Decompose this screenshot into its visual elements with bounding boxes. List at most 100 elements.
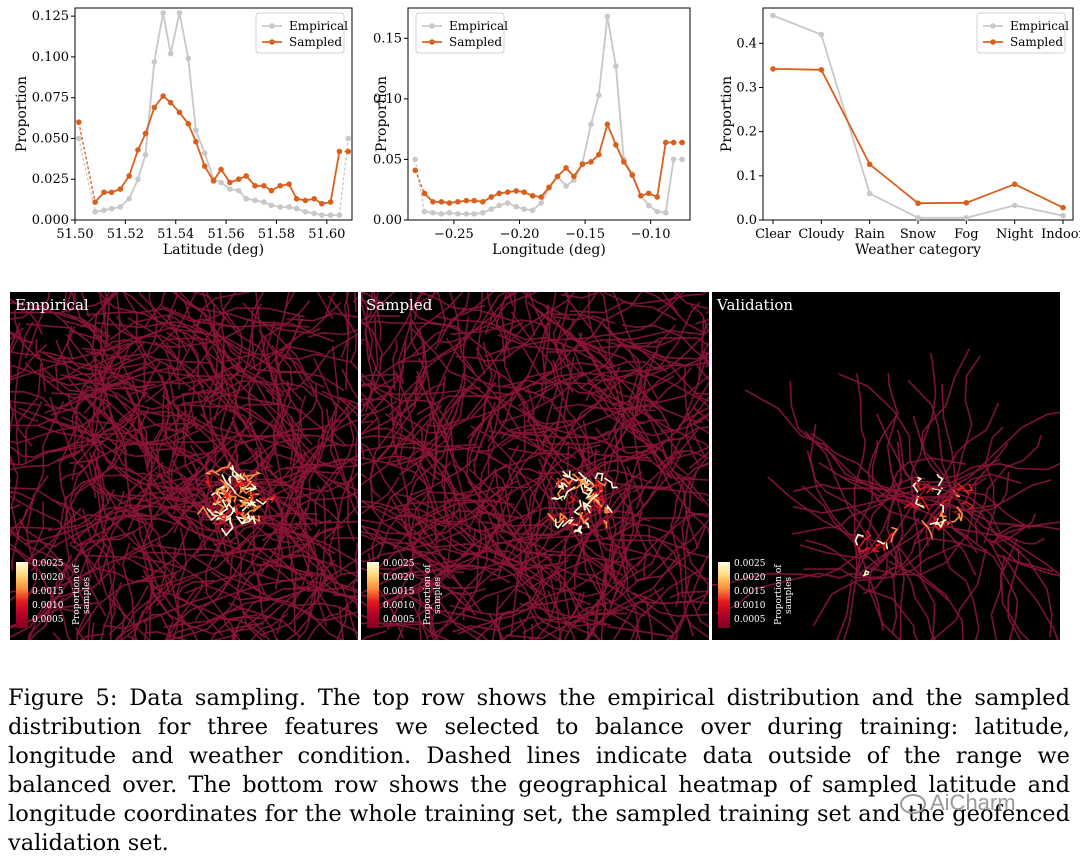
data-point bbox=[430, 210, 436, 216]
data-point bbox=[177, 10, 183, 16]
colorbar-tick: 0.0005 bbox=[32, 616, 64, 625]
data-point bbox=[646, 203, 652, 209]
data-point bbox=[1012, 181, 1018, 187]
data-point bbox=[328, 212, 334, 218]
data-point bbox=[530, 193, 536, 199]
colorbar-tick: 0.0005 bbox=[383, 616, 415, 625]
heatmap-title: Empirical bbox=[15, 296, 89, 314]
y-tick-label: 0.0 bbox=[736, 213, 757, 228]
data-point bbox=[530, 208, 536, 214]
data-point bbox=[488, 194, 494, 200]
road-trace bbox=[342, 369, 358, 426]
colorbar-gradient bbox=[718, 562, 730, 628]
x-tick-label: −0.25 bbox=[434, 227, 474, 242]
data-point bbox=[243, 173, 249, 179]
data-point bbox=[135, 147, 141, 153]
colorbar-gradient bbox=[367, 562, 379, 628]
data-point bbox=[964, 200, 970, 206]
x-axis-label: Longitude (deg) bbox=[492, 242, 606, 258]
data-point bbox=[286, 204, 292, 210]
data-point bbox=[422, 209, 428, 215]
data-point bbox=[464, 198, 470, 204]
data-point bbox=[505, 189, 511, 195]
x-tick-label: Fog bbox=[954, 227, 978, 242]
x-tick-label: Indoor bbox=[1041, 227, 1080, 242]
data-point bbox=[646, 191, 652, 197]
colorbar-tick: 0.0025 bbox=[383, 560, 415, 569]
x-axis-label: Latitude (deg) bbox=[163, 242, 264, 258]
x-tick-label: 51.60 bbox=[308, 227, 345, 242]
data-point bbox=[679, 140, 685, 146]
data-point bbox=[160, 10, 166, 16]
legend-marker bbox=[269, 39, 275, 45]
data-point bbox=[563, 183, 569, 189]
data-point bbox=[505, 200, 511, 206]
data-point bbox=[439, 211, 445, 217]
road-trace bbox=[928, 548, 987, 640]
road-trace bbox=[361, 458, 367, 479]
data-point bbox=[252, 198, 258, 204]
colorbar-tick: 0.0005 bbox=[734, 616, 766, 625]
data-point bbox=[193, 139, 199, 145]
data-point bbox=[447, 200, 453, 206]
data-point bbox=[303, 209, 309, 215]
data-point bbox=[227, 180, 233, 186]
x-tick-label: 51.56 bbox=[207, 227, 244, 242]
data-point bbox=[555, 174, 561, 180]
x-tick-label: −0.15 bbox=[565, 227, 605, 242]
data-point bbox=[135, 176, 141, 182]
data-point bbox=[455, 199, 461, 205]
legend-label: Empirical bbox=[1010, 19, 1069, 33]
y-tick-label: 0.05 bbox=[373, 152, 402, 167]
legend-marker bbox=[429, 23, 435, 29]
road-trace bbox=[1005, 537, 1060, 592]
road-trace bbox=[361, 383, 375, 452]
colorbar-tick: 0.0020 bbox=[383, 574, 415, 583]
data-point bbox=[143, 152, 149, 158]
heatmap-empirical: Empirical 0.0025 0.0020 0.0015 0.0010 0.… bbox=[10, 292, 358, 640]
data-point bbox=[538, 194, 544, 200]
y-tick-label: 0.4 bbox=[736, 36, 757, 51]
data-point bbox=[915, 200, 921, 206]
x-tick-label: Snow bbox=[900, 227, 936, 242]
data-point bbox=[596, 152, 602, 158]
y-tick-label: 0.00 bbox=[373, 213, 402, 228]
data-point bbox=[915, 215, 921, 221]
x-tick-label: −0.20 bbox=[500, 227, 540, 242]
road-trace bbox=[992, 526, 1060, 566]
data-point bbox=[294, 196, 300, 202]
legend-label: Sampled bbox=[289, 35, 342, 49]
data-point bbox=[613, 142, 619, 148]
data-point bbox=[227, 186, 233, 192]
road-trace bbox=[686, 615, 709, 640]
data-point bbox=[867, 191, 873, 197]
data-point bbox=[513, 204, 519, 210]
data-point bbox=[277, 183, 283, 189]
data-point bbox=[152, 59, 158, 65]
data-point bbox=[337, 212, 343, 218]
data-point bbox=[345, 149, 351, 155]
series-line-dashed bbox=[415, 170, 424, 193]
watermark: AiCharm bbox=[900, 790, 1016, 816]
data-point bbox=[186, 121, 192, 127]
data-point bbox=[1060, 205, 1066, 211]
road-trace bbox=[97, 582, 121, 640]
data-point bbox=[143, 131, 149, 137]
data-point bbox=[613, 63, 619, 69]
heatmap-title: Sampled bbox=[366, 296, 432, 314]
data-point bbox=[236, 188, 242, 194]
colorbar-tick: 0.0015 bbox=[32, 588, 64, 597]
data-point bbox=[202, 163, 208, 169]
data-point bbox=[563, 165, 569, 171]
series-line bbox=[773, 69, 1063, 208]
x-tick-label: Night bbox=[996, 227, 1034, 242]
data-point bbox=[303, 198, 309, 204]
data-point bbox=[345, 136, 351, 142]
data-point bbox=[671, 140, 677, 146]
data-point bbox=[571, 174, 577, 180]
data-point bbox=[819, 67, 825, 73]
legend-label: Sampled bbox=[449, 35, 502, 49]
colorbar-label: Proportion of samples bbox=[423, 562, 443, 628]
data-point bbox=[521, 206, 527, 212]
